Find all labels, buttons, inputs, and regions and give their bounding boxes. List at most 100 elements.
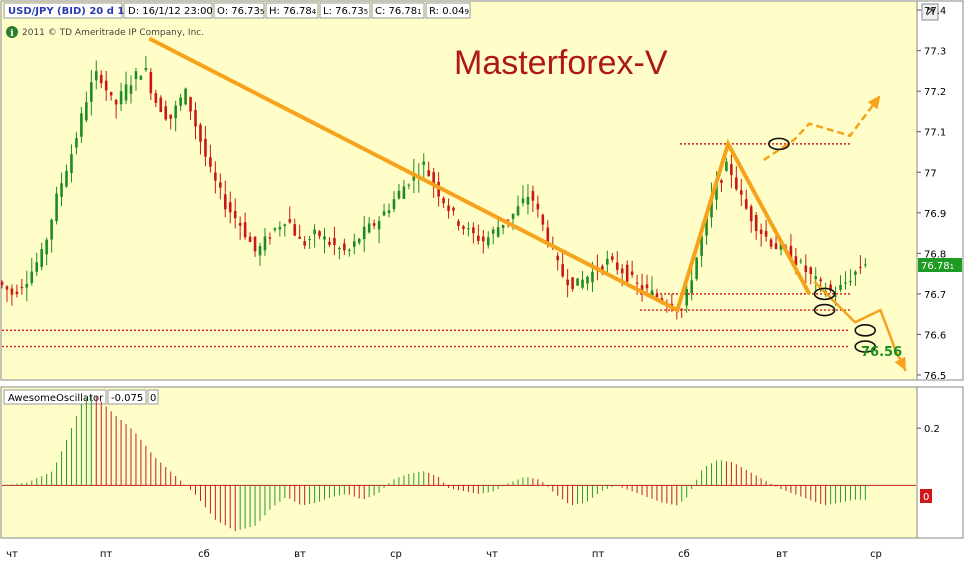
candle-body [149,72,153,94]
candle-body [481,236,485,242]
price-tick-label: 76.8 [924,249,946,260]
candle-body [849,281,852,283]
candle-body [204,138,207,157]
copyright-text: 2011 © TD Ameritrade IP Company, Inc. [22,28,204,38]
candle-body [799,260,803,262]
candle-body [362,226,366,240]
candle-body [571,277,574,290]
candle-body [70,154,73,174]
candle-body [472,227,475,234]
candle-body [581,279,584,288]
candle-body [328,241,331,245]
candle-body [640,285,644,292]
candle-body [442,198,445,204]
candle-body [749,206,753,222]
header-symbol-box[interactable] [3,2,123,19]
candle-body [774,243,778,250]
candle-body [169,114,172,119]
candle-body [725,161,728,171]
price-tick-label: 77.1 [924,128,946,139]
target-label: 76.56 [861,345,902,360]
candle-body [620,268,624,274]
candle-body [680,309,684,311]
candle-body [486,237,490,246]
candle-body [258,246,262,256]
oscillator-panel [0,386,918,539]
candle-body [506,219,510,221]
oscillator-marker-box [147,389,159,405]
candle-body [367,223,371,233]
time-tick-label: чт [6,549,18,560]
candle-body [477,235,480,241]
candle-body [744,199,748,209]
candle-body [348,249,351,252]
candle-body [99,74,103,84]
info-icon[interactable]: i [6,26,18,39]
oscillator-name: AwesomeOscillator [8,393,104,404]
level-circle [813,303,836,317]
candle-body [844,282,847,284]
level-circle [854,324,877,337]
candle-body [834,295,837,297]
svg-text:0: 0 [923,492,929,503]
candle-body [794,256,798,266]
candle-body [238,222,242,226]
time-tick-label: ср [390,549,402,560]
candle-body [124,84,128,101]
candle-body [80,113,83,137]
candle-body [129,85,133,94]
candle-body [730,164,733,176]
time-tick-label: ср [870,549,882,560]
price-tick-label: 77.4 [924,6,946,17]
candle-body [114,99,118,105]
candle-body [223,194,227,210]
candle-body [5,286,9,290]
candle-body [541,214,545,225]
candle-body [576,278,579,286]
oscillator-axis-ticks: 0.2 [917,424,940,435]
candle-body [829,284,832,291]
svg-text:i: i [10,29,14,39]
price-tick-label: 76.9 [924,209,946,220]
candle-body [625,264,629,282]
scroll-icon[interactable] [921,3,939,21]
candle-body [467,228,470,230]
candle-body [854,271,857,275]
time-tick-label: вт [294,549,306,560]
candlesticks [0,55,867,320]
candle-body [650,290,654,297]
price-tick-label: 77.2 [924,87,946,98]
candle-body [546,227,550,245]
candle-body [591,271,594,283]
candle-body [789,245,793,261]
candle-body [739,190,743,195]
candle-body [90,82,93,102]
candle-body [859,266,862,268]
candle-body [55,193,58,222]
support-resistance-levels [2,143,850,348]
oscillator-name-box[interactable] [3,389,107,405]
candle-body [318,231,321,237]
candle-body [30,271,34,284]
header-range-box [425,2,471,19]
price-tick-label: 76.6 [924,330,946,341]
price-axis-ticks: 77.4 77.3 77.2 77.1 77 76.9 76.8 76.7 76.6 76.5 [917,6,946,382]
projected-path [813,280,907,372]
candle-body [754,215,758,232]
candle-body [139,76,143,80]
candle-body [685,288,689,306]
candle-body [601,266,604,271]
header-low: L: 76.735 [323,6,368,17]
time-axis-ticks: чт пт сб вт ср чт пт сб вт ср [6,549,882,560]
time-tick-label: вт [776,549,788,560]
header-close-box [371,2,425,19]
candle-body [501,224,505,228]
candle-body [705,213,708,236]
candle-body [159,97,163,113]
time-tick-label: пт [100,549,113,560]
header-open-box [213,2,265,19]
candle-body [402,186,406,199]
candle-body [606,258,609,265]
candle-body [372,223,376,226]
